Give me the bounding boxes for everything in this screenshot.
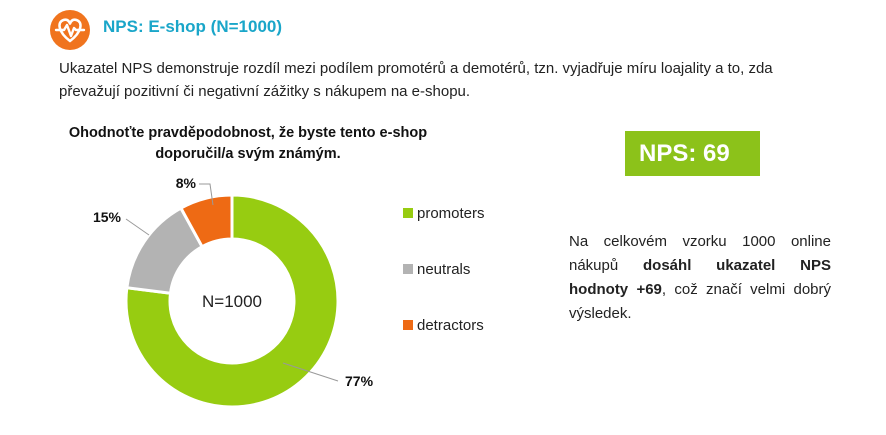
leader-line-promoters (282, 362, 339, 382)
slice-detractors (178, 193, 234, 249)
legend-swatch-detractors (403, 320, 413, 330)
leader-line-detractors (199, 183, 214, 206)
summary-text-part2: , což značí velmi dobrý výsledek. (569, 281, 831, 322)
summary-text-part1: Na celkovém vzorku 1000 online nákupů (569, 233, 831, 274)
legend-swatch-neutrals (403, 264, 413, 274)
data-label-neutrals: 15% (93, 209, 122, 225)
data-label-detractors: 8% (176, 175, 197, 191)
chart-title: Ohodnoťte pravděpodobnost, že byste tent… (68, 125, 428, 162)
legend-swatch-promoters (403, 208, 413, 218)
legend-label-detractors: detractors (417, 317, 484, 334)
data-label-promoters: 77% (345, 373, 374, 389)
legend-label-promoters: promoters (417, 205, 485, 222)
nps-score-badge: NPS: 69 (625, 131, 760, 176)
slice-promoters (124, 193, 340, 409)
page-title: NPS: E-shop (N=1000) (103, 17, 283, 36)
heart-pulse-icon (50, 10, 90, 50)
leader-line-neutrals (125, 218, 150, 236)
center-label: N=1000 (202, 292, 262, 311)
intro-text: Ukazatel NPS demonstruje rozdíl mezi pod… (59, 60, 773, 100)
summary-text-bold: dosáhl ukazatel NPS hodnoty +69 (569, 257, 831, 298)
legend-label-neutrals: neutrals (417, 261, 471, 278)
summary-text: Na celkovém vzorku 1000 online nákupů do… (569, 230, 831, 326)
